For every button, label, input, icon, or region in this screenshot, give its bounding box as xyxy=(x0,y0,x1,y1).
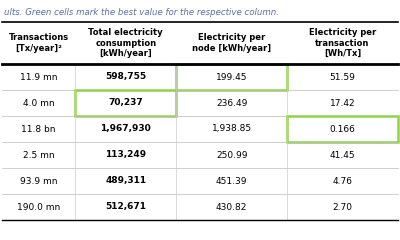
Text: 4.0 mn: 4.0 mn xyxy=(23,98,54,108)
Text: 11.8 bn: 11.8 bn xyxy=(21,125,56,133)
Bar xyxy=(176,64,287,90)
Text: ults. Green cells mark the best value for the respective column.: ults. Green cells mark the best value fo… xyxy=(4,8,279,17)
Text: 4.76: 4.76 xyxy=(332,176,352,186)
Text: Total electricity
consumption
[kWh/year]: Total electricity consumption [kWh/year] xyxy=(88,28,163,58)
Text: 51.59: 51.59 xyxy=(330,72,356,82)
Text: 190.0 mn: 190.0 mn xyxy=(17,203,60,211)
Text: 2.70: 2.70 xyxy=(332,203,352,211)
Text: 236.49: 236.49 xyxy=(216,98,247,108)
Text: 199.45: 199.45 xyxy=(216,72,248,82)
Text: Electricity per
transaction
[Wh/Tx]: Electricity per transaction [Wh/Tx] xyxy=(309,28,376,58)
Text: 41.45: 41.45 xyxy=(330,150,355,160)
Text: 1,938.85: 1,938.85 xyxy=(212,125,252,133)
Text: 430.82: 430.82 xyxy=(216,203,247,211)
Text: 17.42: 17.42 xyxy=(330,98,355,108)
Text: 512,671: 512,671 xyxy=(105,203,146,211)
Text: 1,967,930: 1,967,930 xyxy=(100,125,151,133)
Text: 11.9 mn: 11.9 mn xyxy=(20,72,57,82)
Text: 489,311: 489,311 xyxy=(105,176,146,186)
Text: 598,755: 598,755 xyxy=(105,72,146,82)
Text: 2.5 mn: 2.5 mn xyxy=(23,150,54,160)
Text: Electricity per
node [kWh/year]: Electricity per node [kWh/year] xyxy=(192,33,271,53)
Text: 451.39: 451.39 xyxy=(216,176,248,186)
Text: 70,237: 70,237 xyxy=(108,98,143,108)
Text: 93.9 mn: 93.9 mn xyxy=(20,176,57,186)
Text: Transactions
[Tx/year]²: Transactions [Tx/year]² xyxy=(8,33,69,53)
Text: 250.99: 250.99 xyxy=(216,150,248,160)
Text: 0.166: 0.166 xyxy=(330,125,356,133)
Text: 113,249: 113,249 xyxy=(105,150,146,160)
Bar xyxy=(75,90,176,116)
Bar xyxy=(287,116,398,142)
